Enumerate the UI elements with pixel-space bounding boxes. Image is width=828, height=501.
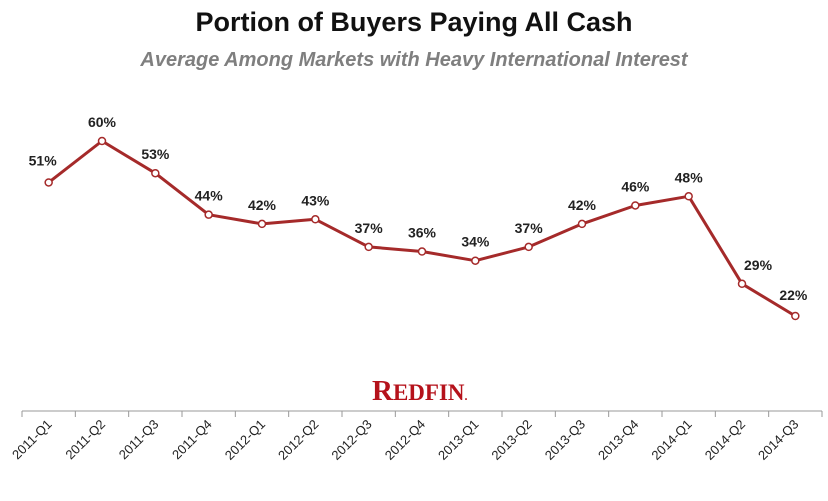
x-tick-label: 2011-Q2 — [62, 417, 108, 463]
data-point — [257, 219, 267, 229]
data-point — [44, 178, 53, 187]
data-label: 46% — [621, 178, 650, 194]
x-tick-label: 2014-Q3 — [755, 417, 801, 463]
data-label: 42% — [248, 197, 277, 213]
redfin-logo-rest: EDFIN — [393, 380, 465, 405]
data-point — [631, 201, 640, 210]
redfin-logo-mark: . — [465, 389, 468, 403]
x-tick-label: 2011-Q4 — [169, 417, 215, 463]
data-point — [471, 256, 480, 265]
x-tick-label: 2012-Q1 — [222, 417, 268, 463]
x-tick-label: 2012-Q4 — [382, 417, 428, 463]
x-tick-label: 2012-Q3 — [328, 417, 374, 463]
redfin-logo-initial: R — [372, 375, 394, 407]
data-label: 43% — [301, 192, 330, 208]
data-point — [364, 242, 373, 252]
data-label: 44% — [195, 188, 224, 204]
data-label: 29% — [744, 257, 773, 273]
data-labels: 51% 60% 53% 44% 42% 43% 37% 36% 34% 37% 42% 46% 48% 2… — [29, 114, 808, 303]
redfin-logo-text: REDFIN. — [372, 375, 468, 407]
data-label: 48% — [675, 169, 704, 185]
data-point — [311, 215, 320, 224]
x-tick-label: 2012-Q2 — [275, 417, 321, 463]
x-axis-ticks — [21, 411, 823, 417]
data-point — [737, 279, 747, 289]
data-point — [684, 192, 693, 201]
data-label: 37% — [355, 220, 384, 236]
data-label: 42% — [568, 197, 597, 213]
data-point — [791, 311, 800, 321]
x-tick-label: 2014-Q1 — [648, 417, 694, 463]
data-label: 34% — [461, 234, 490, 250]
data-point — [417, 247, 427, 256]
chart-subtitle: Average Among Markets with Heavy Interna… — [139, 49, 689, 71]
data-label: 36% — [408, 225, 437, 241]
data-label: 22% — [779, 287, 808, 303]
chart-title: Portion of Buyers Paying All Cash — [195, 7, 632, 37]
x-tick-label: 2014-Q2 — [702, 417, 748, 463]
x-tick-label: 2011-Q3 — [116, 417, 162, 463]
x-tick-label: 2013-Q2 — [488, 417, 534, 463]
data-point — [151, 168, 160, 178]
data-point — [577, 219, 587, 229]
data-label: 60% — [88, 114, 117, 130]
data-point — [524, 242, 533, 252]
series-markers — [44, 136, 800, 321]
data-label: 51% — [29, 152, 58, 168]
x-axis-tick-labels: 2011-Q1 2011-Q2 2011-Q3 2011-Q4 2012-Q1 2012-… — [9, 417, 801, 463]
x-tick-label: 2013-Q4 — [595, 417, 641, 463]
data-label: 53% — [141, 146, 170, 162]
redfin-logo: REDFIN. — [372, 375, 468, 407]
x-tick-label: 2013-Q1 — [435, 417, 481, 463]
x-tick-label: 2011-Q1 — [9, 417, 55, 463]
data-point — [97, 136, 107, 146]
x-tick-label: 2013-Q3 — [542, 417, 588, 463]
data-label: 37% — [515, 220, 544, 236]
data-point — [204, 210, 213, 219]
